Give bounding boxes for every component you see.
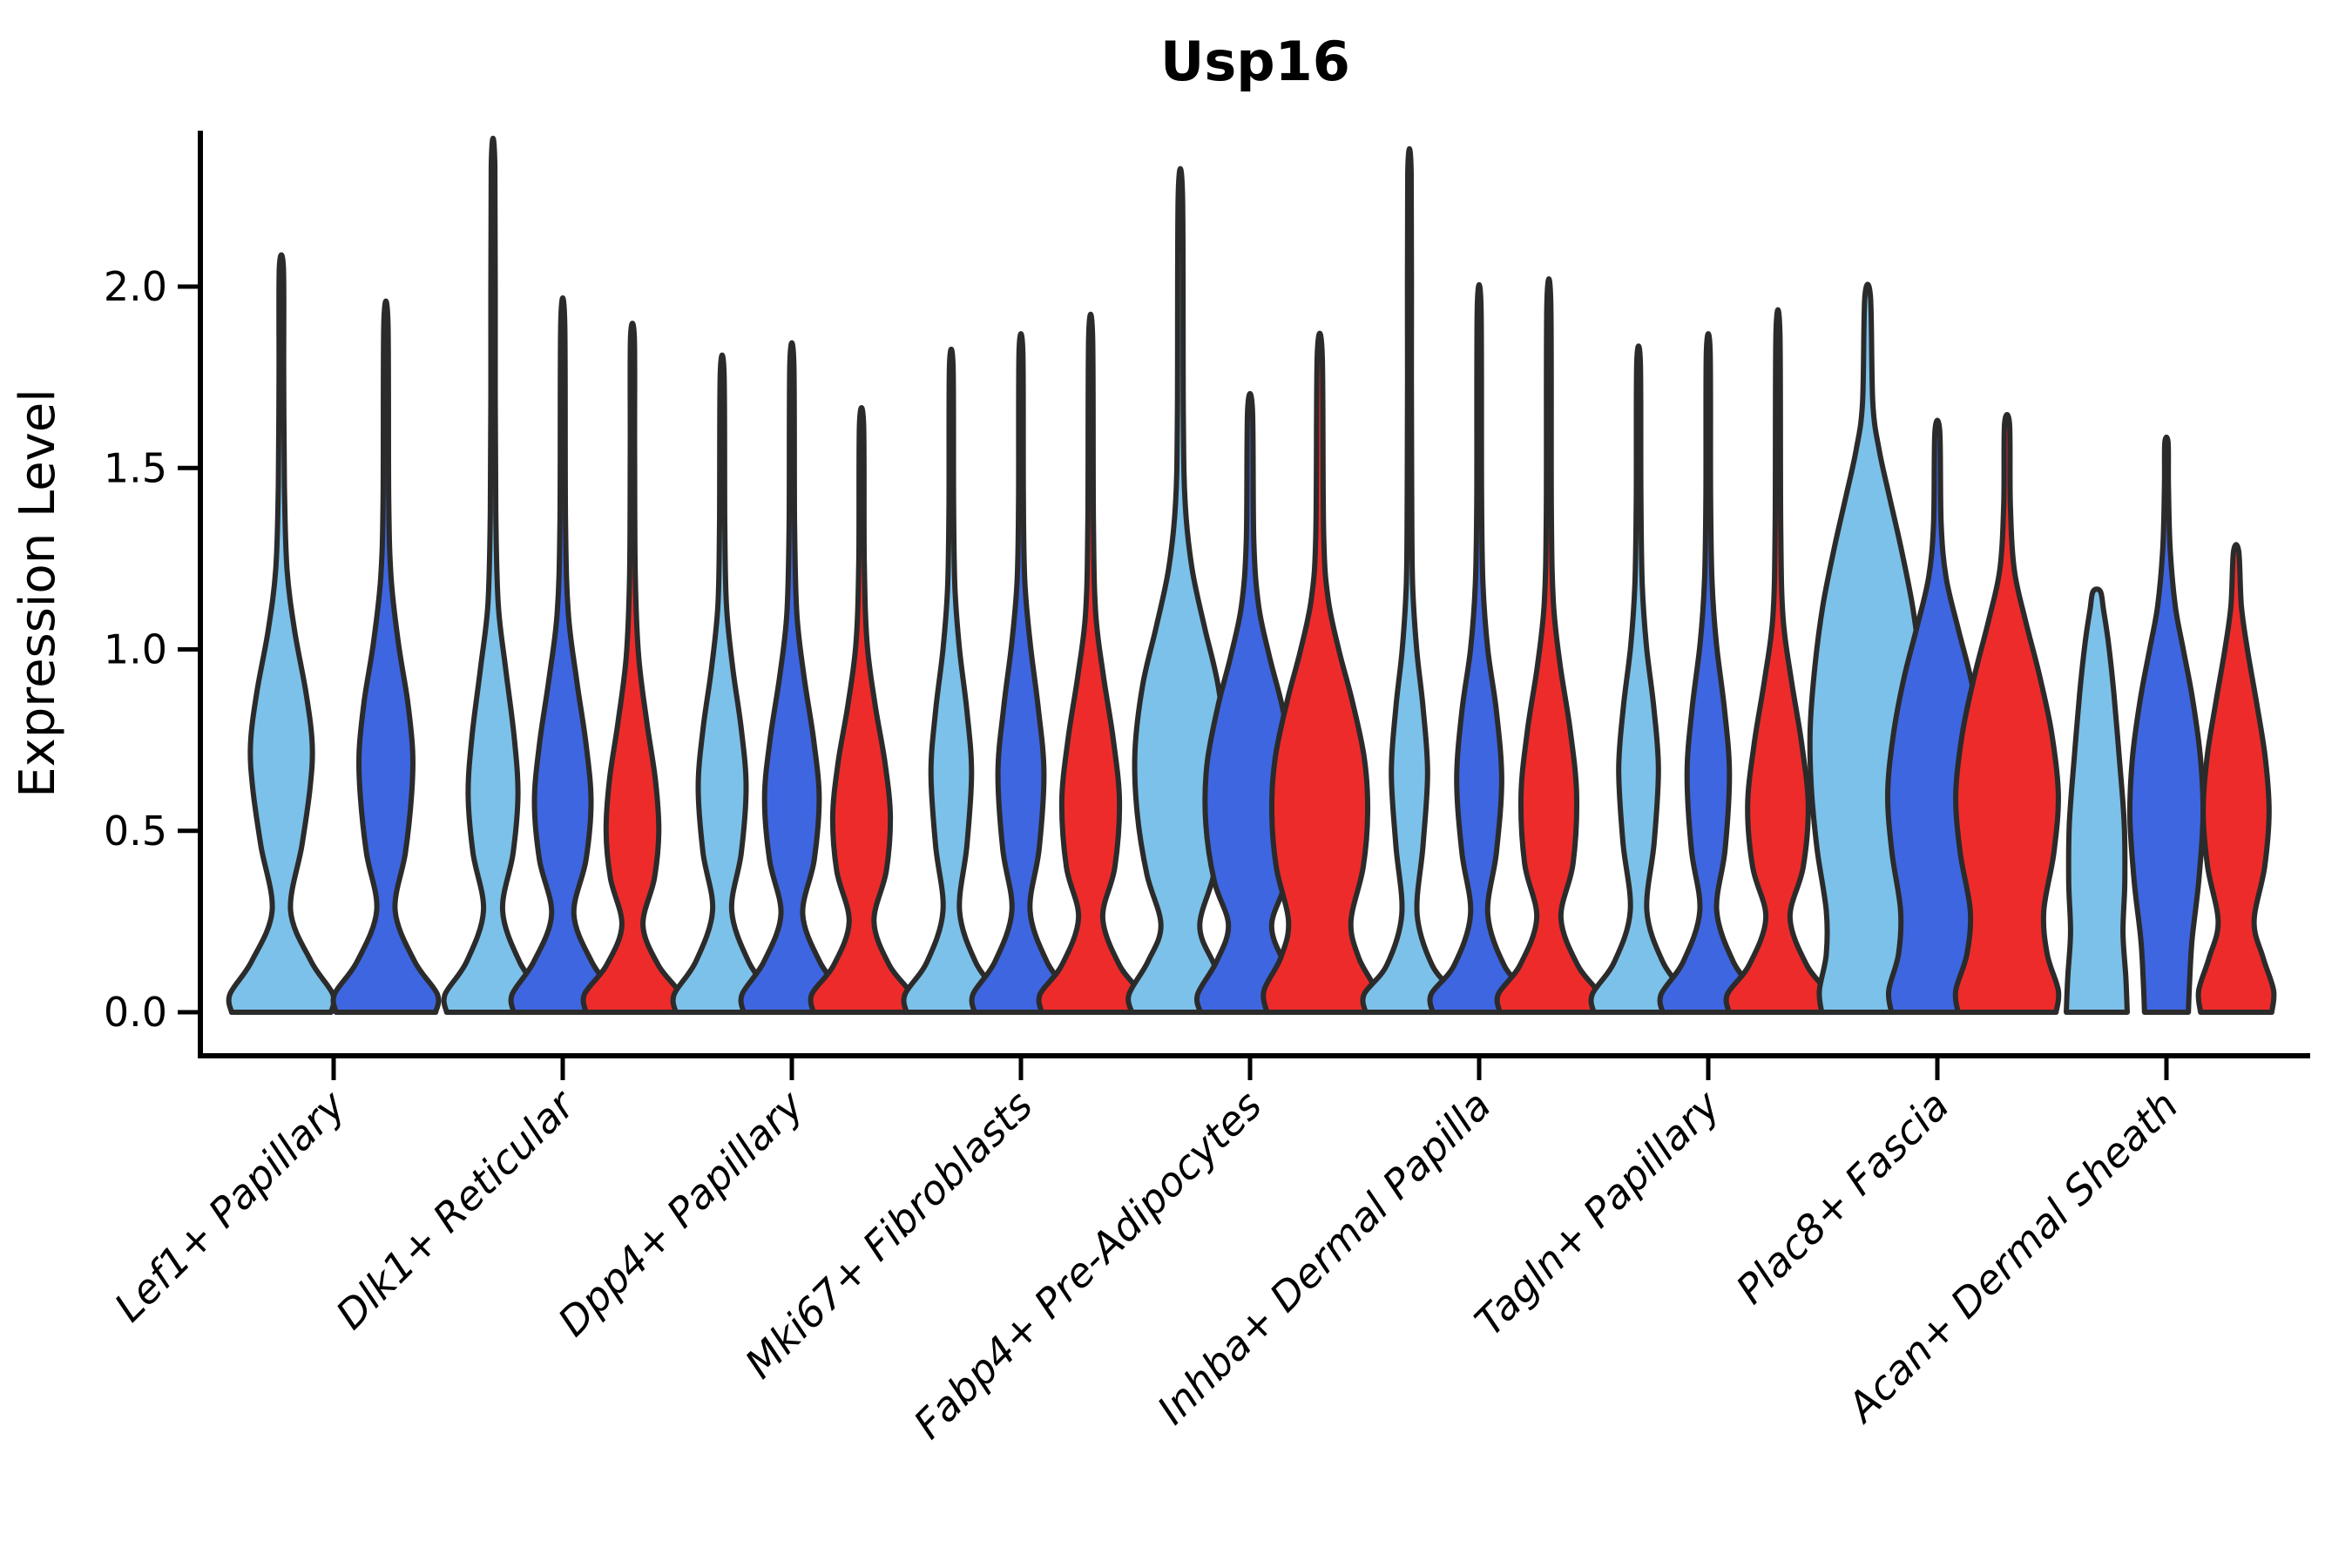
- violin-red: [1723, 307, 1833, 1015]
- violin-dark_blue: [330, 298, 442, 1015]
- x-tick-label: Dpp4+ Papillary: [549, 1081, 813, 1345]
- y-tick-label: 1.5: [104, 444, 167, 491]
- y-tick-label: 2.0: [104, 263, 167, 310]
- violin-light_blue: [2064, 586, 2130, 1015]
- violin-red: [1036, 312, 1146, 1015]
- violin-light_blue: [1360, 146, 1459, 1015]
- violin-red: [2195, 542, 2277, 1015]
- violin-red: [1260, 330, 1379, 1015]
- x-tick-label: Tagln+ Papillary: [1465, 1081, 1729, 1345]
- violin-light_blue: [226, 252, 337, 1015]
- violin-light_blue: [441, 135, 545, 1015]
- violin-dark_blue: [508, 295, 618, 1015]
- y-axis-label: Expression Level: [10, 389, 66, 798]
- y-tick-label: 0.0: [104, 989, 167, 1036]
- x-tick-label: Dlk1+ Reticular: [327, 1079, 585, 1338]
- violin-dark_blue: [969, 331, 1073, 1015]
- violin-dark_blue: [1657, 331, 1760, 1015]
- y-tick-label: 0.5: [104, 808, 167, 855]
- x-tick-label: Plac8+ Fascia: [1727, 1082, 1957, 1313]
- violin-red: [808, 405, 916, 1015]
- violin-dark_blue: [738, 340, 846, 1015]
- violin-dark_blue: [1427, 282, 1531, 1015]
- violin-dark_blue: [2126, 434, 2207, 1015]
- violin-light_blue: [1588, 343, 1689, 1015]
- violin-light_blue: [670, 352, 774, 1015]
- violin-light_blue: [901, 346, 1002, 1015]
- y-tick-label: 1.0: [104, 626, 167, 673]
- violin-red: [1494, 276, 1604, 1015]
- chart-title: Usp16: [1160, 30, 1350, 93]
- violin-red: [580, 321, 685, 1015]
- violin-red: [1952, 411, 2062, 1015]
- x-tick-label: Lef1+ Papillary: [105, 1081, 355, 1330]
